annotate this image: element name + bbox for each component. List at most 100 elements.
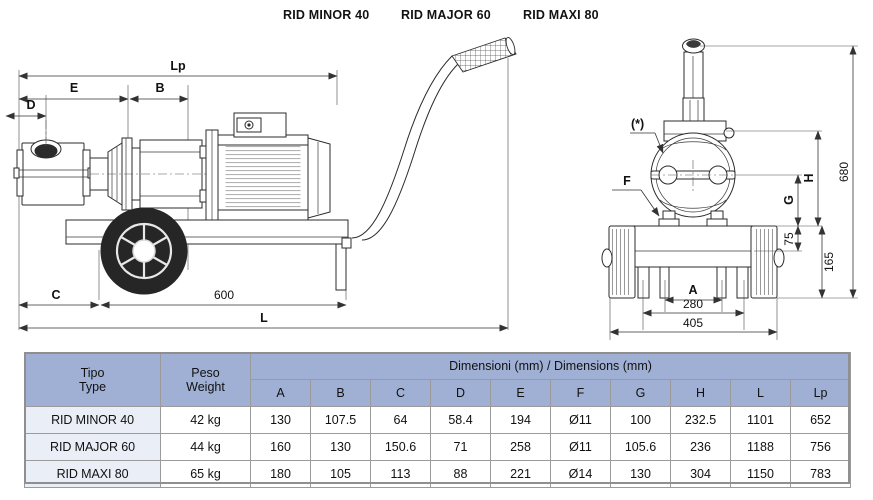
dim-405: 405: [609, 316, 778, 336]
motor-flange: [205, 129, 219, 221]
wheel-side: [100, 207, 188, 295]
cell-model: RID MAXI 80: [24, 460, 161, 488]
title-rid-maxi-80: RID MAXI 80: [523, 8, 599, 22]
cell-weight: 65 kg: [160, 460, 251, 488]
handle-grip: [451, 36, 517, 73]
cell-f: Ø14: [550, 460, 611, 488]
table-row: RID MINOR 40 42 kg 130 107.5 64 58.4 194…: [24, 406, 852, 434]
cell-h: 236: [670, 433, 731, 461]
cell-g: 105.6: [610, 433, 671, 461]
specification-table: Tipo Type Peso Weight Dimensioni (mm) / …: [24, 352, 852, 488]
cell-l: 1150: [730, 460, 791, 488]
cell-a: 130: [250, 406, 311, 434]
cell-lp: 783: [789, 460, 852, 488]
cell-f: Ø11: [550, 406, 611, 434]
header-peso: Peso: [191, 365, 220, 380]
header-col-f: F: [550, 379, 611, 407]
cell-b: 105: [310, 460, 371, 488]
dim-g: G: [782, 174, 802, 227]
dim-label-e: E: [70, 81, 78, 95]
dim-label-a: A: [688, 283, 697, 297]
header-type: Type: [78, 379, 107, 394]
cell-b: 130: [310, 433, 371, 461]
motor-barrel-front: [650, 132, 736, 218]
dim-b: B: [129, 81, 189, 103]
dim-c: C: [18, 288, 100, 309]
header-dimensions: Dimensioni (mm) / Dimensions (mm): [249, 352, 852, 380]
dim-value-600: 600: [214, 288, 234, 302]
header-col-a: A: [250, 379, 311, 407]
cell-weight: 42 kg: [160, 406, 251, 434]
cell-c: 64: [370, 406, 431, 434]
cell-l: 1188: [730, 433, 791, 461]
table-row: RID MAXI 80 65 kg 180 105 113 88 221 Ø14…: [24, 460, 852, 488]
table-header-row-1: Tipo Type Peso Weight Dimensioni (mm) / …: [24, 352, 852, 407]
dim-label-lp: Lp: [170, 59, 186, 73]
dim-l: L: [18, 311, 509, 332]
cell-d: 58.4: [430, 406, 491, 434]
cell-d: 71: [430, 433, 491, 461]
dim-h: H: [802, 130, 822, 227]
annotation-asterisk: (*): [630, 117, 664, 154]
cell-a: 160: [250, 433, 311, 461]
dim-d: D: [5, 98, 47, 120]
cell-g: 100: [610, 406, 671, 434]
dim-value-680: 680: [837, 162, 851, 182]
electric-motor: [217, 112, 331, 221]
cell-b: 107.5: [310, 406, 371, 434]
cell-h: 304: [670, 460, 731, 488]
dim-e: E: [18, 81, 129, 103]
header-col-c: C: [370, 379, 431, 407]
dim-label-g: G: [782, 195, 796, 205]
lantern-bracket: [90, 139, 232, 209]
dim-label-f: F: [623, 174, 631, 188]
dim-value-165: 165: [822, 252, 836, 272]
front-bottom-ext: [609, 280, 778, 340]
cell-weight: 44 kg: [160, 433, 251, 461]
dim-lp: Lp: [18, 59, 338, 80]
title-rid-minor-40: RID MINOR 40: [283, 8, 370, 22]
base-frame-front: [631, 225, 755, 299]
cell-e: 194: [490, 406, 551, 434]
model-titles: RID MINOR 40 RID MAJOR 60 RID MAXI 80: [0, 8, 873, 30]
header-weight: Weight: [186, 379, 225, 394]
dim-value-280: 280: [683, 297, 703, 311]
dim-label-h: H: [802, 173, 816, 182]
header-tipo-type: Tipo Type: [24, 352, 161, 407]
wheel-front-right: [750, 225, 785, 299]
header-col-g: G: [610, 379, 671, 407]
spec-table: Tipo Type Peso Weight Dimensioni (mm) / …: [24, 352, 852, 488]
header-col-lp: Lp: [789, 379, 852, 407]
table-row: RID MAJOR 60 44 kg 160 130 150.6 71 258 …: [24, 433, 852, 461]
header-peso-weight: Peso Weight: [160, 352, 251, 407]
dim-600: 600: [100, 288, 347, 309]
cell-model: RID MINOR 40: [24, 406, 161, 434]
cell-lp: 652: [789, 406, 852, 434]
cell-f: Ø11: [550, 433, 611, 461]
dim-75: 75: [782, 225, 802, 252]
header-col-b: B: [310, 379, 371, 407]
title-rid-major-60: RID MAJOR 60: [401, 8, 491, 22]
dim-680: 680: [837, 45, 857, 299]
dim-label-d: D: [26, 98, 35, 112]
dim-label-l: L: [260, 311, 268, 325]
dim-a-front: A: [664, 283, 723, 304]
cell-e: 258: [490, 433, 551, 461]
header-tipo: Tipo: [80, 365, 105, 380]
dim-label-b: B: [155, 81, 164, 95]
cell-l: 1101: [730, 406, 791, 434]
cell-c: 113: [370, 460, 431, 488]
cell-g: 130: [610, 460, 671, 488]
front-view-drawing: (*) F 680 H G: [601, 38, 858, 340]
wheel-front-left: [601, 225, 636, 299]
cell-h: 232.5: [670, 406, 731, 434]
cell-d: 88: [430, 460, 491, 488]
side-view-drawing: Lp E B D: [5, 36, 517, 332]
dim-value-405: 405: [683, 316, 703, 330]
top-mount-plate: [663, 120, 735, 142]
cell-e: 221: [490, 460, 551, 488]
dim-label-c: C: [51, 288, 60, 302]
header-col-d: D: [430, 379, 491, 407]
header-col-h: H: [670, 379, 731, 407]
